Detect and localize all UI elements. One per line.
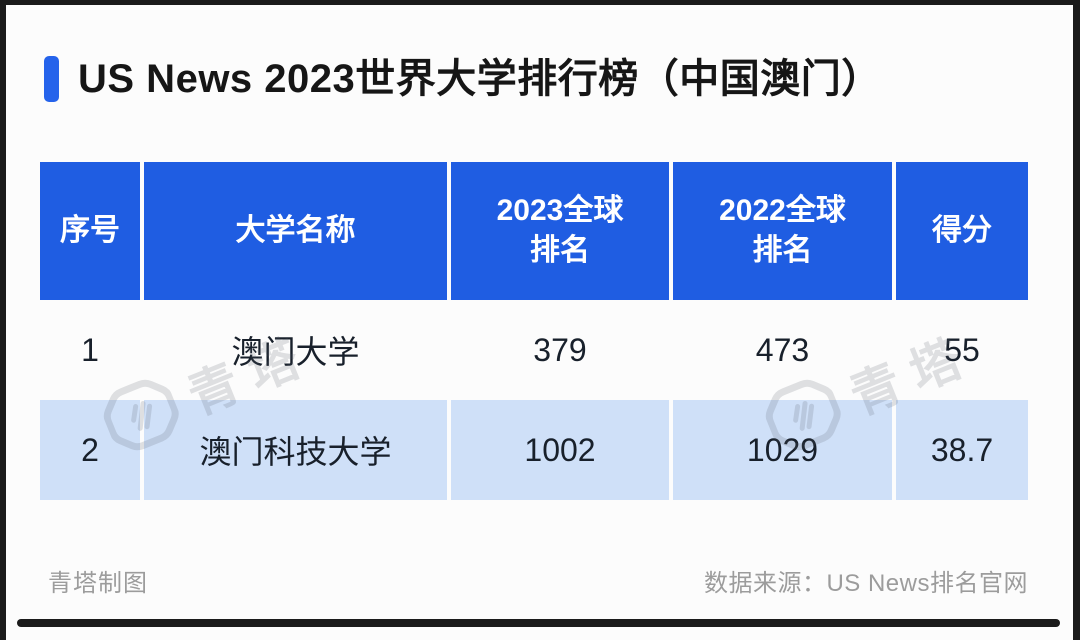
ranking-table: 序号 大学名称 2023全球 排名 2022全球 排名 得分 1 澳门大学 37… xyxy=(40,162,1028,500)
table-cell-row2-score: 38.7 xyxy=(896,400,1028,500)
table-cell-row1-index: 1 xyxy=(81,331,99,368)
header-line: 排名 xyxy=(752,234,813,267)
column-header-score: 得分 xyxy=(896,162,1028,300)
table-cell-row1-university: 澳门大学 xyxy=(231,334,360,370)
frame-border-right xyxy=(1073,0,1080,640)
column-header-index: 序号 xyxy=(40,162,140,300)
table-cell-row2-rank2022: 1029 xyxy=(673,400,892,500)
bottom-rule xyxy=(17,619,1060,627)
column-header-rank-2023: 2023全球 排名 xyxy=(451,162,669,300)
header-line: 序号 xyxy=(60,213,120,247)
footer-data-source: 数据来源：US News排名官网 xyxy=(703,570,1028,597)
header-line: 2023全球 xyxy=(496,193,624,227)
table-cell-row2-index: 2 xyxy=(40,400,140,500)
title-accent-bar xyxy=(44,56,59,102)
title-row: US News 2023世界大学排行榜（中国澳门） xyxy=(44,56,882,102)
column-header-rank-2022: 2022全球 排名 xyxy=(673,162,892,300)
header-line: 2022全球 xyxy=(719,193,846,227)
column-header-university: 大学名称 xyxy=(144,162,447,300)
header-line: 得分 xyxy=(932,213,992,247)
page-title: US News 2023世界大学排行榜（中国澳门） xyxy=(78,57,882,101)
table-cell-row1-score: 55 xyxy=(944,331,980,368)
frame-border-top xyxy=(0,0,1080,5)
footer-credit: 青塔制图 xyxy=(48,570,148,597)
header-line: 大学名称 xyxy=(235,213,356,247)
table-cell-row2-university: 澳门科技大学 xyxy=(144,400,447,500)
header-line: 排名 xyxy=(530,234,590,267)
table-cell-row1-rank2023: 379 xyxy=(533,331,587,368)
frame-border-left xyxy=(0,0,6,640)
table-cell-row1-rank2022: 473 xyxy=(755,331,810,368)
table-cell-row2-rank2023: 1002 xyxy=(451,400,669,500)
